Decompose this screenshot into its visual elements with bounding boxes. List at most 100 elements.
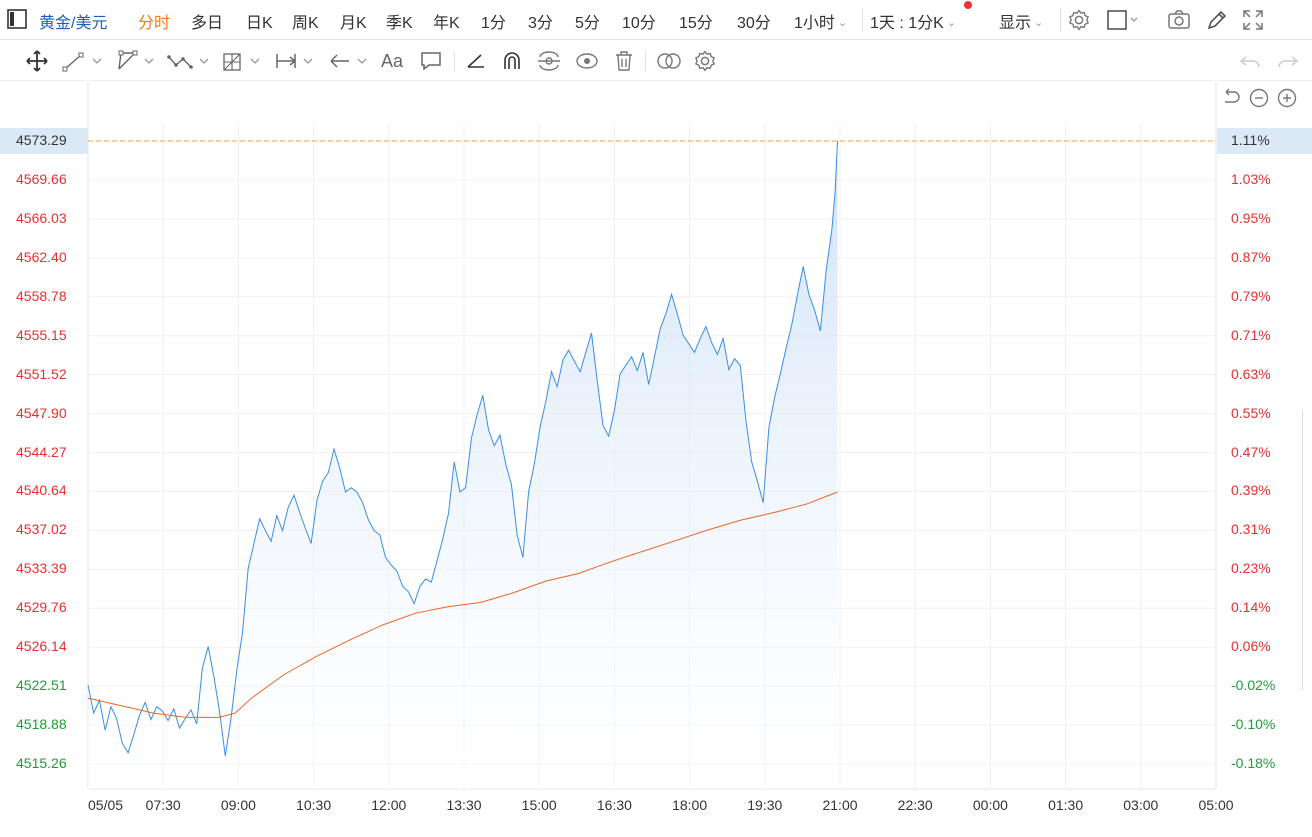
pen-icon[interactable] <box>1205 8 1229 32</box>
percent-tick-label: -0.18% <box>1231 755 1276 771</box>
time-tick-label: 13:30 <box>446 797 482 813</box>
time-tick-label: 19:30 <box>747 797 783 813</box>
arrow-left-icon[interactable] <box>328 49 372 73</box>
compare-overlay-icon[interactable] <box>655 49 683 73</box>
polyline-tool-icon[interactable] <box>115 49 159 73</box>
tab-month-k[interactable]: 月K <box>340 15 367 32</box>
fibonacci-grid-icon[interactable] <box>221 49 265 73</box>
price-tick-label: 4533.39 <box>16 560 67 577</box>
tab-week-k[interactable]: 周K <box>292 15 319 32</box>
tab-year-k[interactable]: 年K <box>433 15 460 32</box>
trend-line-icon[interactable] <box>62 49 106 73</box>
tab-15min[interactable]: 15分 <box>679 15 713 32</box>
wave-pattern-icon[interactable] <box>166 49 214 73</box>
divider <box>1060 8 1061 32</box>
zoom-out-icon[interactable] <box>1248 87 1270 109</box>
tab-1hour-label: 1小时 <box>794 15 835 32</box>
measure-range-icon[interactable] <box>274 49 318 73</box>
fullscreen-icon[interactable] <box>1241 8 1265 32</box>
tab-5min[interactable]: 5分 <box>575 15 600 32</box>
symbol-title[interactable]: 黄金/美元 <box>39 15 108 32</box>
redo-icon[interactable] <box>1276 49 1300 73</box>
tab-season-k[interactable]: 季K <box>386 15 413 32</box>
percent-tick-label: -0.02% <box>1231 677 1276 694</box>
price-tick-label: 4544.27 <box>16 443 67 460</box>
price-tick-label: 4555.15 <box>16 326 67 343</box>
time-tick-label: 07:30 <box>145 797 181 813</box>
notification-dot <box>964 1 972 9</box>
tab-30min[interactable]: 30分 <box>737 15 771 32</box>
price-tick-label: 4518.88 <box>16 716 67 733</box>
tab-3min[interactable]: 3分 <box>528 15 553 32</box>
sidebar-toggle-icon[interactable] <box>6 8 30 32</box>
tab-10min[interactable]: 10分 <box>622 15 656 32</box>
price-tick-label: 4540.64 <box>16 482 67 499</box>
eye-icon[interactable] <box>574 49 600 73</box>
percent-tick-label: 0.06% <box>1231 638 1271 655</box>
angle-tool-icon[interactable] <box>465 49 489 73</box>
chevron-down-icon: ⌄ <box>837 17 848 29</box>
time-tick-label: 12:00 <box>371 797 407 813</box>
compare-period-dropdown[interactable]: 1天 : 1分K ⌄ <box>870 9 956 33</box>
undo-icon[interactable] <box>1238 49 1262 73</box>
zoom-in-icon[interactable] <box>1276 87 1298 109</box>
price-tick-label: 4547.90 <box>16 404 67 421</box>
percent-tick-label: 0.47% <box>1231 443 1271 460</box>
percent-tick-label: 0.31% <box>1231 521 1271 538</box>
display-dropdown[interactable]: 显示 ⌄ <box>999 9 1043 33</box>
price-tick-label: 4529.76 <box>16 599 67 616</box>
time-tick-label: 05:00 <box>1198 797 1234 813</box>
percent-tick-label: 0.71% <box>1231 326 1271 343</box>
time-tick-label: 16:30 <box>596 797 632 813</box>
percent-tick-label: 0.63% <box>1231 365 1271 382</box>
time-tick-label: 21:00 <box>822 797 858 813</box>
tab-1min[interactable]: 1分 <box>481 15 506 32</box>
average-price-line <box>87 491 838 718</box>
time-tick-label: 22:30 <box>897 797 933 813</box>
text-tool-icon[interactable]: Aa <box>381 51 404 71</box>
divider <box>645 51 646 71</box>
percent-tick-label: 0.87% <box>1231 248 1271 265</box>
time-tick-label: 03:00 <box>1123 797 1159 813</box>
tab-day-k[interactable]: 日K <box>246 15 273 32</box>
gear-icon[interactable] <box>693 49 717 73</box>
price-tick-label: 4562.40 <box>16 248 67 265</box>
camera-icon[interactable] <box>1167 8 1191 32</box>
percent-tick-label: 0.79% <box>1231 287 1271 304</box>
time-tick-label: 18:00 <box>672 797 708 813</box>
lock-drawings-icon[interactable] <box>536 49 562 73</box>
move-cross-icon[interactable] <box>25 49 49 73</box>
price-tick-label: 4558.78 <box>16 287 67 304</box>
divider <box>454 51 455 71</box>
percent-tick-label: 0.55% <box>1231 404 1271 421</box>
price-tick-label: 4569.66 <box>16 170 67 187</box>
price-area-fill <box>88 141 838 789</box>
price-line <box>87 140 838 757</box>
time-tick-label: 01:30 <box>1048 797 1084 813</box>
price-tick-label: 4526.14 <box>16 638 67 655</box>
chevron-down-icon: ⌄ <box>1034 17 1044 29</box>
date-label: 05/05 <box>88 797 124 813</box>
comment-bubble-icon[interactable] <box>419 49 443 73</box>
current-change-highlight <box>1217 128 1312 154</box>
display-label: 显示 <box>999 15 1032 32</box>
tab-fenshi[interactable]: 分时 <box>138 15 171 32</box>
current-price-highlight <box>0 128 88 154</box>
trash-icon[interactable] <box>612 49 636 73</box>
time-tick-label: 09:00 <box>220 797 256 813</box>
chevron-down-icon: ⌄ <box>946 17 957 29</box>
reset-zoom-icon[interactable] <box>1220 87 1242 109</box>
magnet-icon[interactable] <box>500 49 524 73</box>
side-scroll-handle[interactable] <box>1302 410 1312 690</box>
current-price-label: 4573.29 <box>16 132 67 148</box>
percent-tick-label: -0.10% <box>1231 716 1276 733</box>
layout-square-icon[interactable] <box>1106 8 1138 32</box>
tab-multiday[interactable]: 多日 <box>191 15 224 32</box>
percent-tick-label: 0.39% <box>1231 482 1271 499</box>
divider <box>862 8 863 32</box>
price-tick-label: 4566.03 <box>16 209 67 226</box>
gear-icon[interactable] <box>1067 8 1091 32</box>
tab-1hour[interactable]: 1小时 ⌄ <box>794 9 847 33</box>
